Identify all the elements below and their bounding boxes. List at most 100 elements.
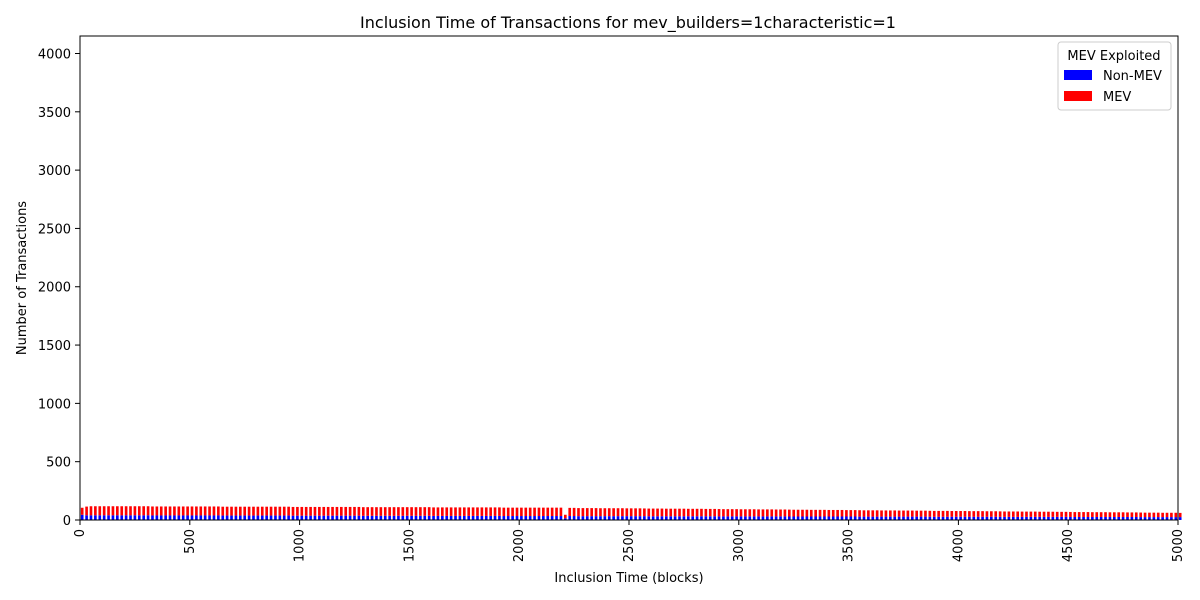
bar-mev [1003, 511, 1006, 517]
bar-mev [520, 507, 523, 517]
bar-mev [186, 506, 189, 516]
bar-non-mev [427, 515, 431, 520]
bar-mev [247, 506, 251, 516]
bar-non-mev [199, 515, 203, 520]
bar-non-mev [243, 515, 247, 520]
bar-non-mev [331, 515, 334, 520]
bar-non-mev [968, 516, 971, 520]
bar-non-mev [1108, 516, 1112, 520]
bar-mev [678, 508, 681, 517]
bar-non-mev [383, 515, 387, 520]
bar-non-mev [1025, 516, 1028, 520]
bar-mev [1174, 512, 1178, 518]
bar-mev [643, 508, 646, 517]
bar-mev [809, 509, 813, 517]
bar-non-mev [1130, 516, 1134, 520]
bar-mev [388, 507, 391, 516]
bar-non-mev [682, 516, 686, 520]
bar-non-mev [1170, 517, 1173, 520]
bar-mev [221, 506, 225, 516]
bar-mev [1064, 511, 1068, 517]
bar-non-mev [252, 515, 255, 520]
y-tick-label: 3500 [38, 106, 71, 121]
bar-mev [471, 507, 475, 516]
bar-non-mev [493, 515, 497, 520]
bar-mev [511, 507, 514, 517]
bar-non-mev [300, 515, 304, 520]
bar-non-mev [476, 515, 479, 520]
bar-mev [823, 509, 826, 517]
bar-non-mev [647, 516, 651, 520]
bar-mev [774, 509, 778, 517]
bar-mev [401, 507, 405, 516]
bar-mev [990, 511, 993, 517]
bar-non-mev [770, 516, 774, 520]
bar-non-mev [853, 516, 857, 520]
bar-non-mev [1073, 516, 1077, 520]
bar-non-mev [370, 515, 374, 520]
bar-non-mev [1091, 516, 1094, 520]
bar-mev [1011, 511, 1015, 517]
bar-non-mev [410, 515, 413, 520]
bar-mev [665, 508, 668, 517]
bar-mev [682, 508, 686, 517]
bar-mev [238, 506, 242, 516]
bar-non-mev [867, 516, 870, 520]
bar-non-mev [713, 516, 716, 520]
bar-mev [621, 508, 624, 517]
bar-mev [203, 506, 207, 516]
bar-non-mev [581, 516, 585, 520]
bar-non-mev [181, 515, 185, 520]
y-tick-label: 3000 [38, 164, 71, 179]
bar-mev [199, 506, 203, 516]
bar-mev [1025, 511, 1028, 517]
bar-mev [845, 510, 848, 517]
bar-non-mev [274, 515, 277, 520]
bar-mev [326, 506, 330, 516]
bar-non-mev [981, 516, 984, 520]
x-tick-label: 5000 [1171, 529, 1186, 562]
bar-mev [181, 506, 185, 516]
bar-non-mev [107, 515, 110, 520]
bar-non-mev [700, 516, 703, 520]
bar-non-mev [1011, 516, 1015, 520]
bar-non-mev [1139, 517, 1142, 520]
bar-mev [546, 507, 550, 517]
x-tick-label: 0 [73, 529, 88, 537]
x-tick-label: 1000 [293, 529, 308, 562]
bar-non-mev [1064, 516, 1068, 520]
bar-non-mev [454, 515, 457, 520]
bar-non-mev [1051, 516, 1055, 520]
bar-non-mev [726, 516, 730, 520]
legend-title: MEV Exploited [1067, 49, 1160, 64]
bar-mev [375, 507, 378, 516]
bar-mev [208, 506, 211, 516]
bar-mev [120, 506, 124, 516]
bar-mev [1117, 512, 1121, 517]
bar-mev [155, 506, 159, 516]
bar-non-mev [1086, 516, 1090, 520]
bar-non-mev [89, 515, 93, 520]
bar-mev [1126, 512, 1129, 517]
bar-mev [454, 507, 457, 516]
bar-mev [836, 509, 839, 517]
bar-mev [133, 506, 137, 516]
bar-non-mev [542, 516, 545, 520]
bar-mev [559, 507, 563, 517]
bar-mev [761, 509, 765, 517]
bar-mev [968, 511, 971, 517]
bar-non-mev [678, 516, 681, 520]
bar-mev [476, 507, 479, 516]
bar-non-mev [1156, 517, 1160, 520]
bar-mev [704, 508, 708, 517]
bar-non-mev [318, 515, 321, 520]
bar-non-mev [296, 515, 299, 520]
bar-mev [564, 514, 567, 519]
bar-mev [137, 506, 141, 516]
bar-mev [555, 507, 558, 517]
bar-non-mev [124, 515, 128, 520]
bar-mev [304, 506, 308, 516]
bar-non-mev [691, 516, 695, 520]
bar-mev [234, 506, 238, 516]
bar-non-mev [340, 515, 343, 520]
